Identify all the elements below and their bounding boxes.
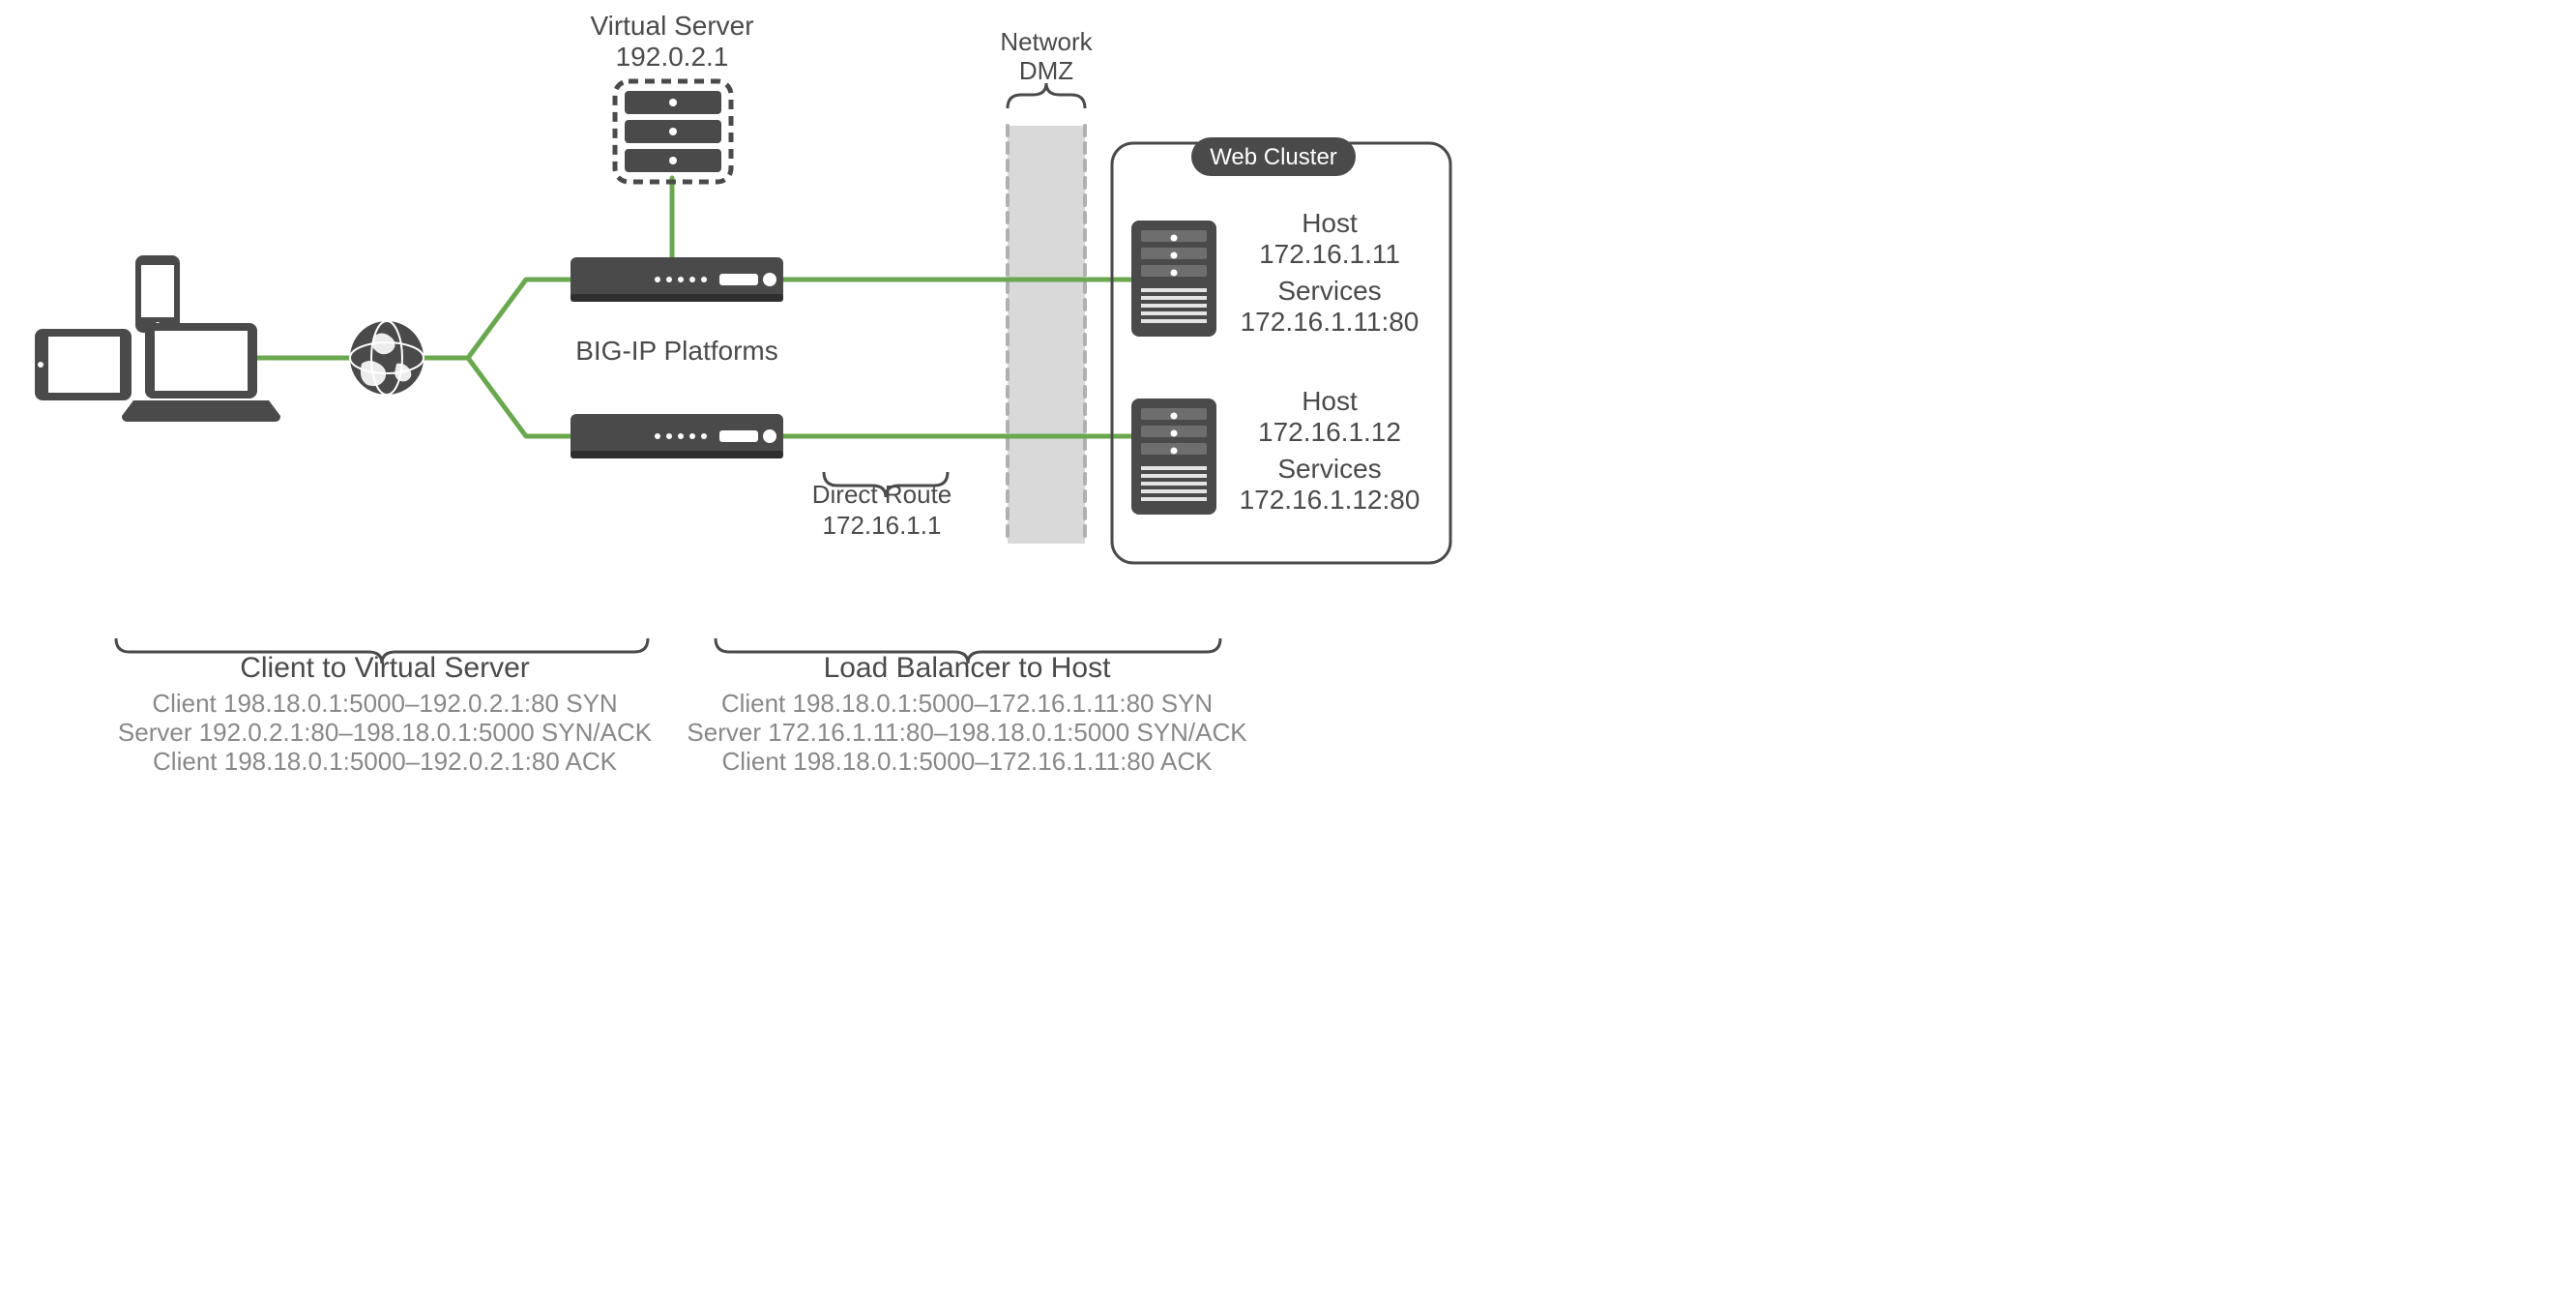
network-diagram: Web Cluster Virtual Server192.0.2.1 BIG-IP… [0, 0, 1495, 789]
direct-route-title: Direct Route [812, 480, 952, 509]
section-left-line-2: Server 192.0.2.1:80–198.18.0.1:5000 SYN/… [118, 718, 653, 747]
host-1-services-label: Services [1277, 276, 1381, 306]
section-left-line-1: Client 198.18.0.1:5000–192.0.2.1:80 SYN [152, 689, 617, 718]
host-1-services-value: 172.16.1.11:80 [1241, 307, 1420, 337]
section-right-line-2: Server 172.16.1.11:80–198.18.0.1:5000 SY… [687, 718, 1247, 747]
brace-dmz [1008, 83, 1085, 108]
host-1-ip: 172.16.1.11 [1259, 239, 1400, 269]
host-2-ip: 172.16.1.12 [1258, 417, 1401, 447]
section-right-title: Load Balancer to Host [824, 652, 1112, 684]
virtual-server-icon [615, 81, 731, 182]
dmz-band [1008, 126, 1085, 544]
host-server-2-icon [1131, 399, 1216, 515]
host-1-label: Host [1302, 208, 1358, 238]
bigip-platform-bot-icon [571, 414, 783, 458]
virtual-server-ip: 192.0.2.1 [616, 42, 729, 72]
direct-route-ip: 172.16.1.1 [823, 511, 942, 540]
link-globe-platform-bot [468, 358, 571, 436]
globe-icon [350, 321, 424, 395]
client-devices-icon [35, 255, 280, 422]
host-2-services-label: Services [1277, 454, 1381, 484]
section-right-line-3: Client 198.18.0.1:5000–172.16.1.11:80 AC… [722, 747, 1214, 776]
link-globe-platform-top [468, 280, 571, 358]
host-server-1-icon [1131, 221, 1216, 337]
network-dmz-l2: DMZ [1019, 56, 1073, 85]
host-2-label: Host [1302, 386, 1358, 416]
bigip-platform-top-icon [571, 257, 783, 302]
network-dmz-l1: Network [1000, 27, 1093, 56]
bigip-platforms-label: BIG-IP Platforms [575, 336, 778, 366]
host-2-services-value: 172.16.1.12:80 [1240, 485, 1420, 515]
virtual-server-title: Virtual Server [590, 11, 753, 41]
section-right-line-1: Client 198.18.0.1:5000–172.16.1.11:80 SY… [721, 689, 1213, 718]
section-left-line-3: Client 198.18.0.1:5000–192.0.2.1:80 ACK [153, 747, 618, 776]
section-left-title: Client to Virtual Server [240, 652, 530, 684]
web-cluster-badge: Web Cluster [1210, 144, 1337, 170]
